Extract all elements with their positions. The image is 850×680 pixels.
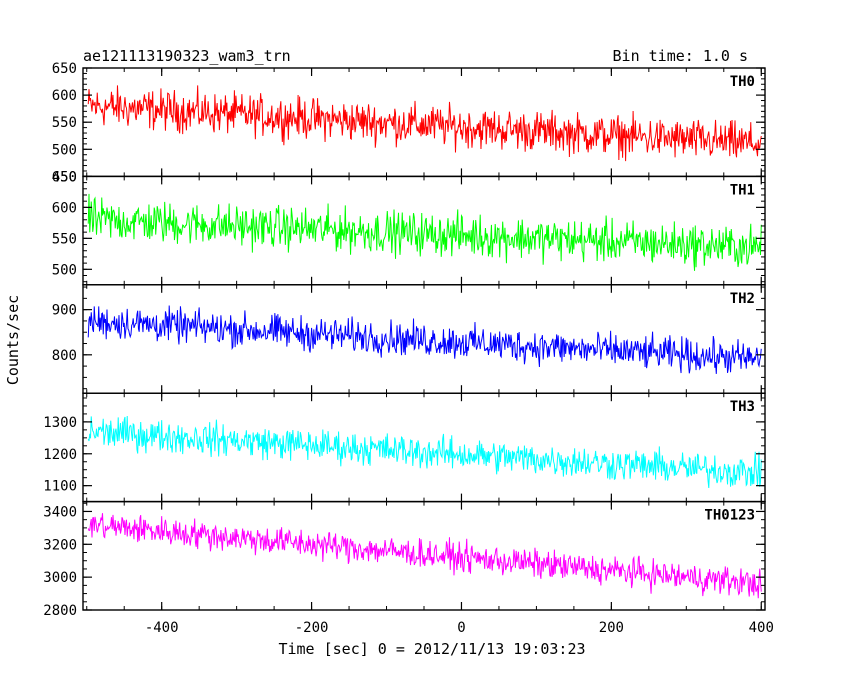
y-tick-label: 3000 bbox=[43, 570, 77, 586]
y-tick-label: 500 bbox=[52, 262, 77, 278]
panel-frame bbox=[82, 284, 766, 394]
y-tick-label: 800 bbox=[52, 348, 77, 364]
chart-title: ae121113190323_wam3_trn bbox=[83, 47, 291, 65]
y-tick-label: 550 bbox=[52, 115, 77, 131]
x-tick-label: 400 bbox=[749, 620, 774, 636]
series-line-th0123 bbox=[87, 513, 762, 599]
bin-time-label: Bin time: 1.0 s bbox=[613, 47, 748, 65]
y-tick-label: 500 bbox=[52, 142, 77, 158]
y-tick-label: 600 bbox=[52, 88, 77, 104]
y-tick-label: 450 bbox=[52, 169, 77, 185]
panel-stack: 450 500 550 600 650 TH0 500 550 600 650 TH1 800 900 T… bbox=[43, 61, 766, 619]
y-tick-label: 650 bbox=[52, 61, 77, 77]
y-tick-label: 3400 bbox=[43, 504, 77, 520]
y-tick-label: 3200 bbox=[43, 537, 77, 553]
panel-label-th2: TH2 bbox=[730, 291, 755, 307]
panel-frame bbox=[82, 67, 766, 178]
series-line-th2 bbox=[87, 305, 762, 374]
x-tick-label: -400 bbox=[145, 620, 179, 636]
y-tick-label: 1300 bbox=[43, 415, 77, 431]
x-tick-label: 200 bbox=[599, 620, 624, 636]
series-line-th3 bbox=[87, 416, 762, 488]
y-tick-label: 1100 bbox=[43, 479, 77, 495]
x-tick-label: -200 bbox=[295, 620, 329, 636]
panel-th0: 450 500 550 600 650 TH0 bbox=[52, 61, 766, 185]
panel-label-th0123: TH0123 bbox=[704, 508, 755, 524]
panel-th3: 1100 1200 1300 TH3 bbox=[43, 392, 766, 503]
panel-label-th1: TH1 bbox=[730, 182, 755, 198]
y-tick-label: 650 bbox=[52, 169, 77, 185]
panel-frame bbox=[82, 392, 766, 503]
panel-th0123: 2800 3000 3200 3400 TH0123 bbox=[43, 500, 766, 619]
series-line-th1 bbox=[87, 193, 762, 271]
y-tick-label: 1200 bbox=[43, 447, 77, 463]
panel-th2: 800 900 TH2 bbox=[52, 284, 766, 394]
panel-th1: 500 550 600 650 TH1 bbox=[52, 169, 766, 286]
y-tick-label: 2800 bbox=[43, 603, 77, 619]
x-axis-title: Time [sec] 0 = 2012/11/13 19:03:23 bbox=[278, 640, 585, 658]
panel-label-th0: TH0 bbox=[730, 74, 755, 90]
y-tick-label: 900 bbox=[52, 303, 77, 319]
series-line-th0 bbox=[87, 85, 762, 162]
y-axis-title: Counts/sec bbox=[4, 295, 22, 385]
x-tick-label: 0 bbox=[457, 620, 465, 636]
x-axis: -400 -200 0 200 400 bbox=[145, 620, 774, 636]
y-tick-label: 550 bbox=[52, 231, 77, 247]
y-tick-label: 600 bbox=[52, 200, 77, 216]
panel-label-th3: TH3 bbox=[730, 399, 755, 415]
